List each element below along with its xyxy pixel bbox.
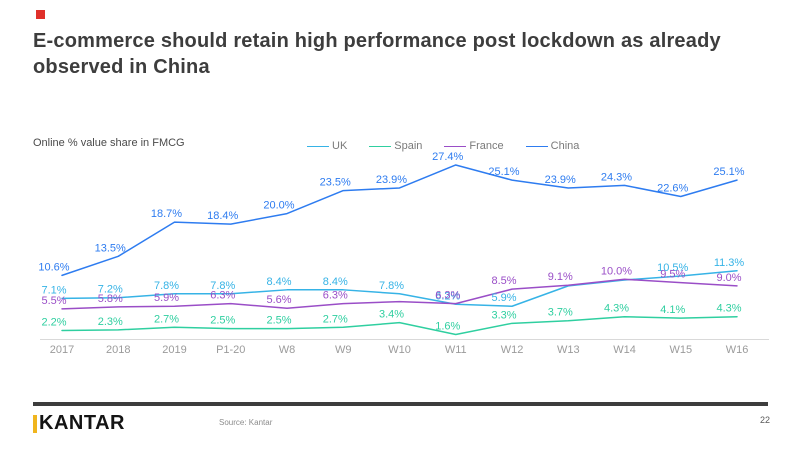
series-line-france (61, 278, 738, 310)
data-label-france-w9: 6.3% (323, 290, 348, 302)
data-label-china-w16: 25.1% (713, 166, 744, 178)
data-label-china-2019: 18.7% (151, 208, 182, 220)
data-label-china-2017: 10.6% (38, 261, 69, 273)
data-label-uk-2017: 7.1% (41, 284, 66, 296)
data-label-spain-w8: 2.5% (266, 315, 291, 327)
legend-item-uk: UK (307, 140, 347, 152)
x-axis-label-w12: W12 (501, 344, 524, 356)
series-line-china (61, 164, 738, 277)
legend-label-uk: UK (332, 140, 348, 152)
data-label-spain-w14: 4.3% (604, 303, 629, 315)
data-label-france-p1-20: 6.3% (210, 290, 235, 302)
series-line-spain (61, 315, 738, 336)
data-label-china-w10: 23.9% (376, 174, 407, 186)
x-axis-label-w16: W16 (726, 344, 749, 356)
page-title-line-2: observed in China (33, 56, 210, 78)
x-axis-label-2019: 2019 (162, 344, 186, 356)
x-axis-label-w9: W9 (335, 344, 352, 356)
legend-label-france: France (469, 140, 504, 152)
legend-swatch-spain (369, 145, 392, 147)
data-label-france-w12: 8.5% (491, 275, 516, 287)
footer-divider (33, 402, 768, 406)
data-label-spain-w9: 2.7% (323, 313, 348, 325)
chart-axis-title: Online % value share in FMCG (33, 137, 185, 149)
data-label-uk-w9: 8.4% (323, 276, 348, 288)
x-axis-label-2018: 2018 (106, 344, 130, 356)
data-label-uk-w11: 6.2% (435, 290, 460, 302)
page-number: 22 (759, 415, 770, 425)
data-label-china-w12: 25.1% (488, 166, 519, 178)
chart-legend: UK Spain France China (307, 140, 579, 152)
x-axis-label-w10: W10 (388, 344, 411, 356)
x-axis-label-w11: W11 (445, 344, 467, 356)
legend-item-china: China (525, 140, 580, 152)
data-label-spain-p1-20: 2.5% (210, 315, 235, 327)
x-axis-label-w8: W8 (279, 344, 296, 356)
data-label-spain-w13: 3.7% (548, 307, 573, 319)
logo-text: KANTAR (39, 412, 125, 434)
x-axis-label-w14: W14 (613, 344, 636, 356)
data-label-china-p1-20: 18.4% (207, 210, 238, 222)
data-label-china-w13: 23.9% (545, 174, 576, 186)
data-label-france-2018: 5.8% (98, 293, 123, 305)
data-label-france-2017: 5.5% (41, 295, 66, 307)
data-label-spain-w16: 4.3% (716, 303, 741, 315)
data-label-spain-w11: 1.6% (435, 320, 460, 332)
data-label-china-w11: 27.4% (432, 151, 463, 163)
data-label-spain-w10: 3.4% (379, 309, 404, 321)
data-label-uk-2019: 7.8% (154, 280, 179, 292)
data-label-france-w8: 5.6% (266, 294, 291, 306)
data-label-france-w11: 6.3% (435, 290, 460, 302)
x-axis-label-w13: W13 (557, 344, 580, 356)
logo-accent-bar (33, 414, 37, 433)
kantar-logo: KANTAR (33, 412, 125, 435)
data-label-china-w14: 24.3% (601, 171, 632, 183)
data-label-spain-w15: 4.1% (660, 304, 685, 316)
data-label-uk-w8: 8.4% (266, 276, 291, 288)
x-axis-label-2017: 2017 (50, 344, 74, 356)
page-title-line-1: E-commerce should retain high performanc… (33, 30, 721, 52)
legend-item-spain: Spain (369, 140, 422, 152)
legend-swatch-china (525, 145, 548, 147)
data-label-spain-2018: 2.3% (98, 316, 123, 328)
x-axis-label-w15: W15 (669, 344, 692, 356)
x-axis-label-p1-20: P1-20 (216, 344, 245, 356)
data-label-spain-w12: 3.3% (491, 309, 516, 321)
data-label-uk-2018: 7.2% (98, 284, 123, 296)
data-label-uk-w10: 7.8% (379, 280, 404, 292)
source-text: Source: Kantar (219, 418, 273, 427)
data-label-uk-w12: 5.9% (491, 292, 516, 304)
data-label-china-w15: 22.6% (657, 183, 688, 195)
legend-label-china: China (550, 140, 580, 152)
data-label-china-w8: 20.0% (263, 200, 294, 212)
data-label-france-w14: 10.0% (601, 265, 632, 277)
brand-accent-square (36, 10, 45, 19)
data-label-china-2018: 13.5% (95, 242, 126, 254)
legend-swatch-france (444, 145, 467, 147)
data-label-uk-p1-20: 7.8% (210, 280, 235, 292)
page-title: E-commerce should retain high performanc… (33, 28, 748, 80)
data-label-france-w16: 9.0% (716, 272, 741, 284)
data-label-spain-2017: 2.2% (41, 317, 66, 329)
data-label-france-w13: 9.1% (548, 271, 573, 283)
legend-label-spain: Spain (394, 140, 423, 152)
data-label-spain-2019: 2.7% (154, 313, 179, 325)
legend-swatch-uk (307, 145, 329, 147)
legend-item-france: France (444, 140, 504, 152)
data-label-france-w15: 9.5% (660, 269, 685, 281)
data-label-china-w9: 23.5% (320, 177, 351, 189)
data-label-uk-w16: 11.3% (714, 257, 745, 269)
data-label-france-2019: 5.9% (154, 292, 179, 304)
data-label-uk-w15: 10.5% (657, 262, 688, 274)
